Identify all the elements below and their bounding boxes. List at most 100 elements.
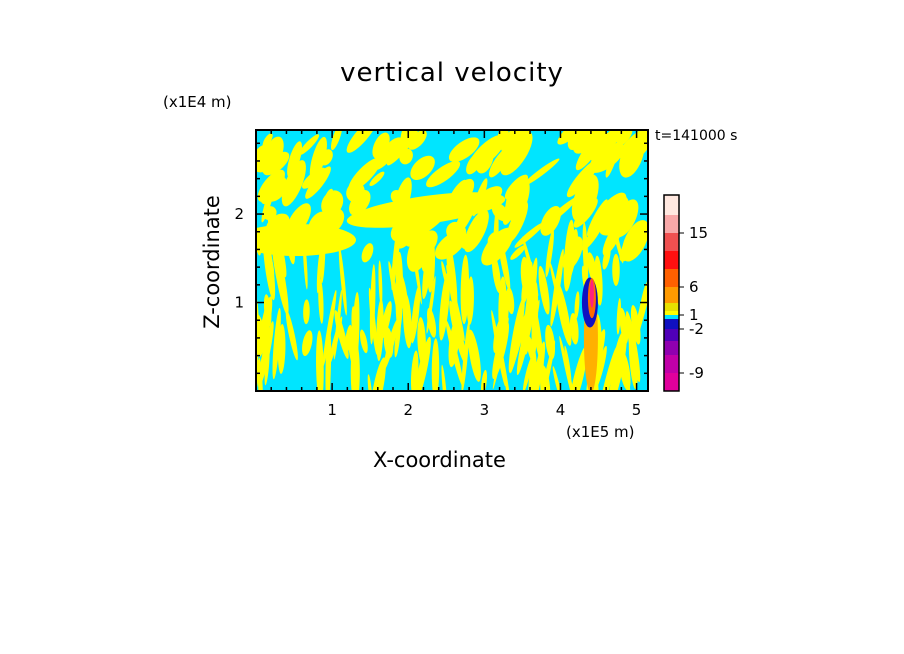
positive-velocity-region bbox=[514, 222, 545, 248]
positive-velocity-region bbox=[408, 130, 427, 150]
colorbar-label: -2 bbox=[689, 320, 704, 338]
positive-velocity-region bbox=[262, 133, 273, 148]
colorbar-swatch bbox=[664, 269, 679, 287]
positive-velocity-region bbox=[569, 312, 579, 345]
positive-velocity-region bbox=[572, 130, 605, 154]
positive-velocity-region bbox=[522, 356, 533, 391]
positive-velocity-region bbox=[402, 293, 412, 349]
positive-velocity-region bbox=[619, 307, 629, 344]
positive-velocity-region bbox=[496, 130, 510, 149]
plot-area bbox=[256, 130, 648, 391]
positive-velocity-region bbox=[599, 130, 638, 149]
positive-velocity-region bbox=[277, 324, 286, 374]
x-tick-label: 4 bbox=[556, 401, 566, 419]
positive-velocity-region bbox=[480, 369, 487, 391]
positive-velocity-region bbox=[521, 261, 533, 305]
colorbar-swatch bbox=[664, 215, 679, 233]
positive-velocity-region bbox=[262, 174, 288, 202]
positive-velocity-region bbox=[581, 220, 604, 251]
positive-velocity-region bbox=[260, 143, 281, 175]
positive-velocity-region bbox=[262, 206, 277, 221]
colorbar-swatch bbox=[664, 233, 679, 251]
y-axis: 12 bbox=[234, 142, 648, 375]
positive-velocity-region bbox=[506, 287, 515, 315]
positive-velocity-region bbox=[538, 265, 550, 315]
positive-velocity-region bbox=[285, 309, 298, 361]
positive-velocity-region bbox=[383, 319, 398, 370]
positive-velocity-region bbox=[552, 366, 562, 391]
chart-title: vertical velocity bbox=[340, 58, 564, 88]
positive-velocity-region bbox=[372, 132, 390, 159]
colorbar-frame bbox=[663, 194, 680, 392]
colorbar-swatch bbox=[664, 251, 679, 269]
positive-velocity-region bbox=[256, 224, 356, 256]
positive-velocity-region bbox=[587, 252, 598, 285]
colorbar: 15 6 1-2 -9 bbox=[663, 194, 708, 392]
colorbar-swatch bbox=[664, 287, 679, 303]
positive-velocity-region bbox=[264, 346, 270, 386]
positive-velocity-region bbox=[528, 286, 544, 364]
positive-velocity-region bbox=[466, 152, 483, 175]
positive-velocity-region bbox=[445, 320, 464, 388]
updraft-core bbox=[589, 279, 594, 308]
positive-velocity-region bbox=[502, 190, 519, 225]
positive-velocity-region bbox=[338, 246, 347, 316]
positive-velocity-region bbox=[504, 174, 529, 200]
positive-velocity-region bbox=[426, 160, 461, 188]
positive-velocity-region bbox=[287, 141, 303, 178]
positive-velocity-region bbox=[325, 323, 332, 391]
positive-velocity-region bbox=[410, 155, 435, 180]
positive-velocity-region bbox=[510, 296, 532, 374]
positive-velocity-region bbox=[369, 171, 385, 186]
positive-velocity-region bbox=[536, 340, 556, 391]
positive-velocity-region bbox=[545, 229, 554, 278]
positive-velocity-region bbox=[431, 338, 440, 391]
positive-velocity-region bbox=[571, 174, 599, 222]
positive-velocity-region bbox=[305, 166, 331, 199]
positive-velocity-region bbox=[594, 345, 607, 390]
positive-velocity-region bbox=[616, 298, 621, 335]
positive-velocity-region bbox=[434, 230, 467, 260]
positive-velocity-region bbox=[380, 301, 392, 339]
colorbar-swatch bbox=[664, 315, 679, 319]
positive-velocity-region bbox=[388, 261, 402, 323]
positive-velocity-region bbox=[516, 149, 526, 161]
x-axis-label: X-coordinate bbox=[373, 448, 506, 472]
x-axis-unit: (x1E5 m) bbox=[566, 423, 635, 441]
x-axis: 1 2 3 4 5 bbox=[270, 130, 642, 419]
positive-velocity-region bbox=[439, 271, 450, 341]
positive-velocity-region bbox=[281, 160, 306, 207]
colorbar-swatch bbox=[664, 329, 679, 341]
positive-velocity-region bbox=[562, 236, 583, 271]
positive-velocity-region bbox=[491, 310, 506, 387]
positive-velocity-region bbox=[318, 277, 324, 324]
positive-velocity-region bbox=[361, 243, 374, 263]
positive-velocity-region bbox=[635, 284, 647, 339]
positive-velocity-region bbox=[448, 137, 480, 162]
positive-velocity-region bbox=[259, 169, 283, 198]
positive-velocity-region bbox=[309, 136, 327, 181]
colorbar-label: 1 bbox=[689, 306, 699, 324]
x-tick-label: 1 bbox=[327, 401, 337, 419]
colorbar-swatch bbox=[664, 311, 679, 315]
positive-velocity-region bbox=[367, 374, 373, 391]
positive-velocity-region bbox=[258, 321, 274, 388]
time-label: t=141000 s bbox=[655, 128, 738, 144]
positive-velocity-region bbox=[510, 245, 526, 260]
plot-frame bbox=[255, 129, 649, 392]
colorbar-swatch bbox=[664, 355, 679, 373]
positive-velocity-region bbox=[598, 345, 618, 391]
positive-velocity-region bbox=[426, 307, 437, 338]
positive-velocity-region bbox=[449, 300, 467, 364]
positive-velocity-region bbox=[334, 310, 349, 359]
positive-velocity-region bbox=[319, 149, 333, 166]
x-tick-label: 5 bbox=[632, 401, 642, 419]
x-tick-label: 2 bbox=[403, 401, 413, 419]
positive-velocity-region bbox=[466, 276, 474, 325]
positive-velocity-region bbox=[346, 130, 378, 153]
positive-velocity-region bbox=[540, 205, 561, 236]
positive-velocity-region bbox=[316, 249, 322, 294]
colorbar-swatch bbox=[664, 373, 679, 391]
positive-velocity-region bbox=[352, 291, 360, 373]
positive-velocity-region bbox=[386, 130, 418, 166]
